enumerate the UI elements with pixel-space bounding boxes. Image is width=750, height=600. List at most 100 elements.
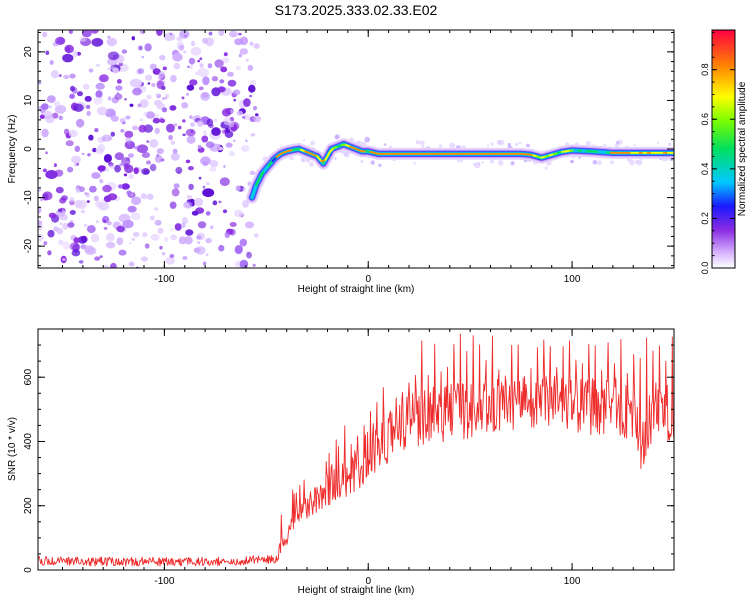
- noise-blob: [75, 118, 85, 128]
- noise-blob: [125, 137, 132, 143]
- track-speckle: [364, 136, 371, 143]
- noise-blob: [233, 98, 236, 102]
- spec-y-tick-label: 0: [23, 146, 34, 152]
- noise-blob: [114, 93, 123, 100]
- noise-blob: [200, 156, 211, 166]
- noise-blob: [121, 49, 128, 54]
- track-speckle: [413, 161, 416, 165]
- noise-blob: [222, 209, 228, 214]
- noise-blob: [97, 106, 108, 116]
- noise-blob: [252, 263, 256, 267]
- noise-blob: [141, 168, 150, 175]
- spectrogram-y-label: Frequency (Hz): [7, 115, 18, 184]
- noise-blob: [74, 199, 83, 209]
- noise-blob: [143, 111, 148, 117]
- noise-blob: [249, 94, 253, 98]
- noise-blob: [169, 32, 173, 36]
- noise-blob: [170, 140, 175, 145]
- noise-blob: [188, 183, 194, 191]
- noise-blob: [154, 154, 163, 163]
- noise-blob: [131, 36, 135, 41]
- noise-blob: [104, 167, 110, 172]
- noise-blob: [95, 200, 103, 208]
- noise-blob: [172, 148, 178, 154]
- noise-blob: [245, 58, 249, 63]
- noise-blob: [58, 239, 64, 245]
- noise-blob: [48, 212, 57, 219]
- noise-blob: [254, 113, 259, 117]
- noise-blob: [94, 256, 101, 261]
- noise-blob: [123, 173, 128, 177]
- noise-blob: [149, 139, 159, 148]
- noise-blob: [202, 261, 207, 266]
- noise-blob: [184, 34, 187, 38]
- noise-blob: [122, 219, 134, 229]
- noise-blob: [184, 236, 193, 245]
- track-speckle: [490, 142, 494, 146]
- noise-blob: [234, 209, 244, 218]
- noise-blob: [161, 107, 168, 113]
- noise-blob: [63, 241, 70, 250]
- noise-blob: [179, 30, 190, 39]
- noise-blob: [191, 210, 199, 216]
- noise-blob: [170, 152, 180, 161]
- noise-blob: [138, 45, 143, 51]
- noise-blob: [210, 225, 214, 230]
- noise-blob: [195, 246, 206, 255]
- snr-y-tick-label: 200: [23, 497, 34, 514]
- noise-blob: [127, 205, 137, 213]
- spec-y-tick-label: -10: [23, 190, 34, 205]
- noise-blob: [63, 128, 70, 135]
- noise-blob: [165, 94, 170, 98]
- track-speckle: [310, 140, 316, 146]
- spec-y-tick-label: 20: [23, 46, 34, 58]
- track-speckle: [665, 158, 669, 161]
- noise-blob: [151, 82, 156, 88]
- noise-blob: [242, 116, 246, 119]
- noise-blob: [187, 166, 194, 171]
- snr-line: [38, 333, 674, 567]
- noise-blob: [38, 234, 44, 242]
- noise-blob: [182, 119, 186, 123]
- noise-blob: [183, 50, 187, 54]
- noise-blob: [50, 70, 59, 79]
- track-core-segment: [267, 160, 274, 167]
- noise-blob: [106, 241, 116, 249]
- figure-title: S173.2025.333.02.33.E02: [275, 2, 438, 18]
- noise-blob: [73, 237, 80, 244]
- noise-blob: [154, 220, 157, 224]
- noise-blob: [58, 74, 62, 77]
- noise-blob: [149, 63, 157, 70]
- track-speckle: [486, 144, 490, 147]
- noise-blob: [101, 198, 104, 202]
- noise-blob: [90, 30, 99, 34]
- noise-blob: [242, 114, 251, 121]
- noise-blob: [45, 50, 50, 55]
- noise-blob: [224, 231, 230, 239]
- noise-blob: [107, 193, 118, 201]
- noise-blob: [78, 260, 84, 264]
- noise-blob: [249, 79, 257, 86]
- noise-blob: [127, 153, 135, 158]
- track-core-segment: [259, 169, 266, 179]
- noise-blob: [253, 115, 262, 123]
- noise-blob: [186, 92, 190, 96]
- noise-blob: [118, 184, 123, 189]
- noise-blob: [169, 254, 175, 258]
- snr-x-tick-label: 100: [564, 576, 581, 587]
- noise-blob: [159, 55, 166, 61]
- noise-blob: [129, 103, 134, 108]
- noise-blob: [82, 83, 90, 90]
- track-speckle: [603, 143, 607, 147]
- noise-blob: [136, 144, 149, 153]
- noise-blob: [186, 135, 196, 144]
- noise-blob: [146, 140, 149, 143]
- track-speckle: [415, 140, 420, 145]
- noise-blob: [87, 153, 91, 157]
- noise-blob: [114, 164, 121, 173]
- noise-blob: [218, 244, 225, 252]
- noise-blob: [69, 197, 75, 202]
- noise-blob: [68, 129, 78, 138]
- noise-blob: [239, 259, 249, 268]
- noise-blob: [101, 134, 112, 142]
